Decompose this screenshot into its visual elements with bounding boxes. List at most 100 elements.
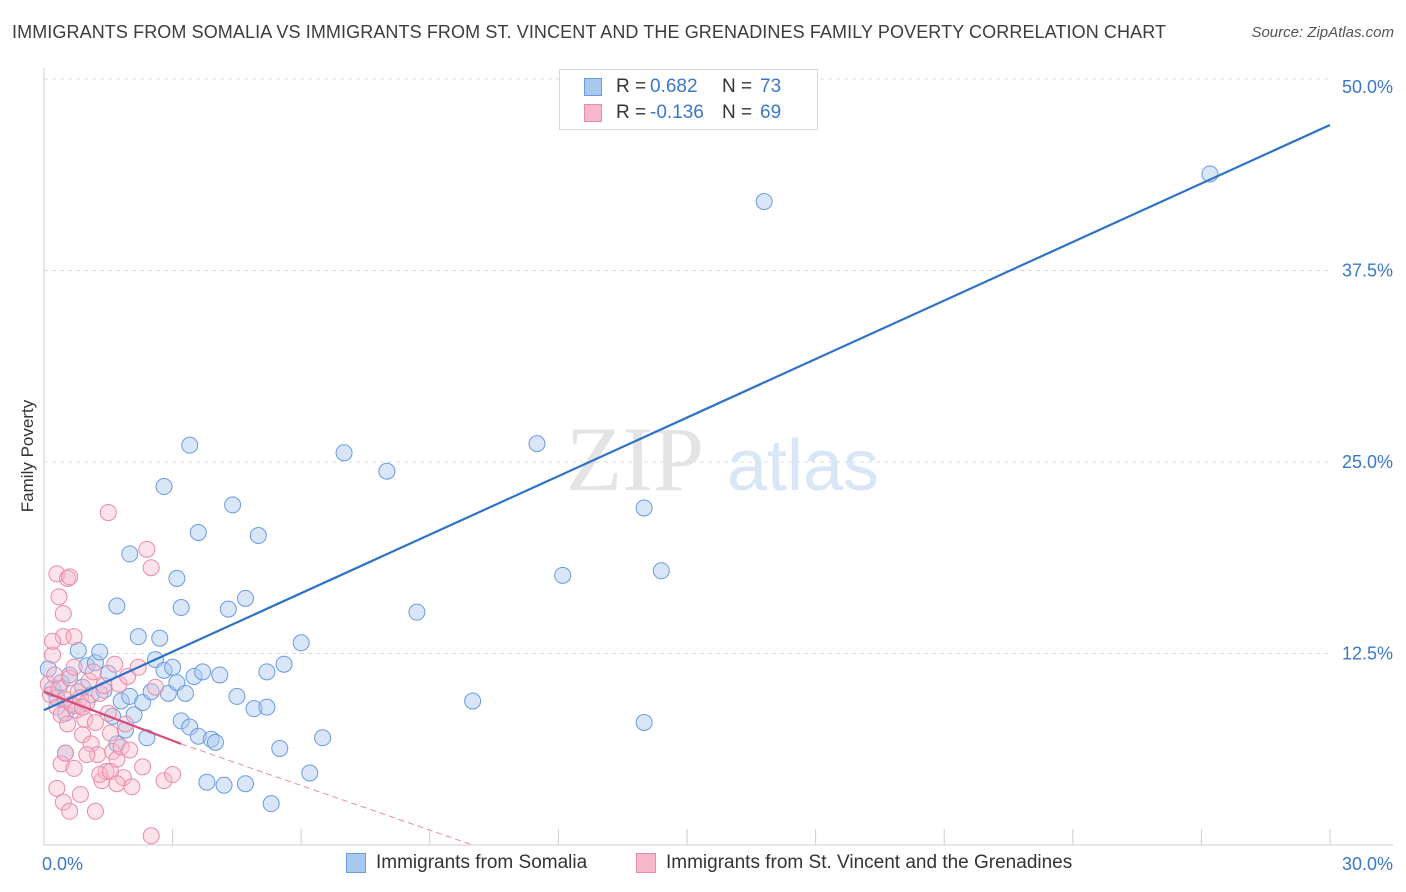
point-somalia <box>378 462 396 480</box>
point-somalia <box>249 527 267 545</box>
point-st-vincent <box>123 778 141 796</box>
point-somalia <box>215 776 233 794</box>
legend-r-value: -0.136 <box>650 102 704 123</box>
legend-n-label: N = <box>722 102 753 123</box>
point-somalia <box>258 663 276 681</box>
point-somalia <box>189 727 207 745</box>
bottom-legend-swatch-somalia <box>346 853 366 873</box>
legend-row-st-vincent: R = -0.136 N = 69 <box>584 101 781 125</box>
point-st-vincent <box>101 724 119 742</box>
point-somalia <box>528 435 546 453</box>
point-st-vincent <box>59 715 77 733</box>
point-st-vincent <box>84 663 102 681</box>
point-somalia <box>129 628 147 646</box>
point-somalia <box>335 444 353 462</box>
y-tick-label: 25.0% <box>1342 452 1393 472</box>
bottom-legend-label-somalia: Immigrants from Somalia <box>376 852 588 873</box>
point-st-vincent <box>50 588 68 606</box>
point-st-vincent <box>146 678 164 696</box>
legend-n-value: 73 <box>760 76 782 97</box>
point-st-vincent <box>52 755 70 773</box>
point-somalia <box>91 643 109 661</box>
point-st-vincent <box>82 735 100 753</box>
point-somalia <box>172 712 190 730</box>
legend-r-label: R = <box>616 102 647 123</box>
point-somalia <box>236 589 254 607</box>
point-somalia <box>652 562 670 580</box>
point-st-vincent <box>78 746 96 764</box>
point-st-vincent <box>155 772 173 790</box>
point-somalia <box>292 634 310 652</box>
x-tick-label: 30.0% <box>1342 854 1393 874</box>
point-st-vincent <box>44 632 62 650</box>
point-st-vincent <box>99 504 117 522</box>
point-st-vincent <box>44 646 62 664</box>
point-st-vincent <box>54 793 72 811</box>
point-somalia <box>219 600 237 618</box>
point-somalia <box>554 566 572 584</box>
legend-r-label: R = <box>616 76 647 97</box>
point-somalia <box>314 729 332 747</box>
trend-line-somalia <box>43 123 1331 712</box>
source-label: Source: ZipAtlas.com <box>1251 24 1394 41</box>
point-somalia <box>189 523 207 541</box>
point-somalia <box>108 597 126 615</box>
point-st-vincent <box>121 741 139 759</box>
tick-labels: 12.5% 25.0% 37.5% 50.0% 0.0% 30.0% <box>42 77 1393 874</box>
data-points <box>39 165 1219 845</box>
point-st-vincent <box>108 775 126 793</box>
point-somalia <box>121 545 139 563</box>
point-somalia <box>211 666 229 684</box>
bottom-legend: Immigrants from Somalia Immigrants from … <box>0 852 1406 878</box>
point-somalia <box>258 698 276 716</box>
point-st-vincent <box>116 715 134 733</box>
bottom-legend-somalia: Immigrants from Somalia <box>346 852 587 874</box>
chart-title: IMMIGRANTS FROM SOMALIA VS IMMIGRANTS FR… <box>12 22 1167 42</box>
watermark-atlas: atlas <box>727 426 879 506</box>
point-somalia <box>635 499 653 517</box>
trend-lines <box>43 123 1331 846</box>
point-somalia <box>39 660 57 678</box>
watermark: ZIP atlas <box>566 408 879 510</box>
point-st-vincent <box>54 605 72 623</box>
point-st-vincent <box>61 802 79 820</box>
point-st-vincent <box>142 827 160 845</box>
point-somalia <box>271 739 289 757</box>
point-somalia <box>755 193 773 211</box>
point-st-vincent <box>91 766 109 784</box>
point-somalia <box>198 773 216 791</box>
legend: R = 0.682 N = 73 R = -0.136 N = 69 <box>559 69 818 130</box>
y-tick-label: 50.0% <box>1342 77 1393 97</box>
point-somalia <box>176 684 194 702</box>
y-axis-label: Family Poverty <box>18 399 37 513</box>
point-st-vincent <box>48 779 66 797</box>
point-st-vincent <box>134 758 152 776</box>
point-somalia <box>181 436 199 454</box>
y-tick-label: 12.5% <box>1342 644 1393 664</box>
point-st-vincent <box>164 766 182 784</box>
axes <box>43 68 1393 846</box>
point-st-vincent <box>86 713 104 731</box>
point-somalia <box>69 641 87 659</box>
point-somalia <box>262 795 280 813</box>
trend-line-st-vincent-extension <box>181 743 473 846</box>
point-somalia <box>236 775 254 793</box>
point-somalia <box>408 603 426 621</box>
point-somalia <box>228 687 246 705</box>
point-st-vincent <box>65 759 83 777</box>
point-st-vincent <box>56 744 74 762</box>
bottom-legend-label-st-vincent: Immigrants from St. Vincent and the Gren… <box>666 852 1073 873</box>
point-somalia <box>181 718 199 736</box>
legend-n-value: 69 <box>760 102 782 123</box>
y-tick-label: 37.5% <box>1342 261 1393 281</box>
point-somalia <box>125 706 143 724</box>
point-st-vincent <box>86 802 104 820</box>
grid-lines <box>44 78 1330 654</box>
point-st-vincent <box>39 675 57 693</box>
point-somalia <box>301 764 319 782</box>
point-somalia <box>275 655 293 673</box>
point-st-vincent <box>61 568 79 586</box>
point-st-vincent <box>104 743 122 761</box>
legend-row-somalia: R = 0.682 N = 73 <box>584 75 781 99</box>
